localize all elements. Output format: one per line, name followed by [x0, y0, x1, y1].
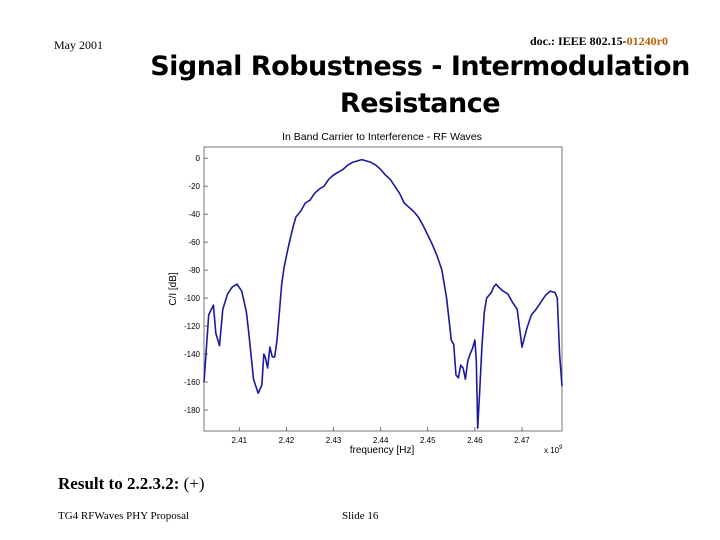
y-tick-label: -140 [184, 350, 201, 359]
x-tick-label: 2.42 [279, 436, 295, 445]
y-tick-label: -120 [184, 322, 201, 331]
y-tick-label: -180 [184, 406, 201, 415]
slide-title-line2: Resistance [339, 88, 501, 119]
x-axis-ticks: 2.41 2.42 2.43 2.44 2.45 2.46 2.47 [232, 427, 530, 445]
footer-slide-number: Slide 16 [342, 510, 379, 522]
header-date: May 2001 [54, 38, 103, 52]
slide-title-line1: Signal Robustness - Intermodulation [150, 51, 690, 82]
x-tick-label: 2.47 [514, 436, 530, 445]
y-axis-label: C/I [dB] [168, 272, 179, 306]
chart-title: In Band Carrier to Interference - RF Wav… [282, 131, 482, 143]
x-axis-label: frequency [Hz] [350, 445, 415, 456]
y-tick-label: -160 [184, 378, 201, 387]
doc-id-prefix: doc.: IEEE 802.15- [529, 34, 627, 48]
series-line [203, 158, 563, 429]
y-tick-label: -80 [188, 266, 200, 275]
result-statement: Result to 2.2.3.2: (+) [58, 474, 205, 494]
y-tick-label: -100 [184, 294, 201, 303]
y-axis-ticks: 0 -20 -40 -60 -80 -100 -120 -140 -160 -180 [184, 154, 208, 415]
x-axis-multiplier: x 109 [544, 445, 563, 455]
footer-proposal: TG4 RFWaves PHY Proposal [58, 510, 190, 522]
x-tick-label: 2.45 [420, 436, 436, 445]
ci-chart: In Band Carrier to Interference - RF Wav… [168, 131, 563, 456]
result-label: Result to 2.2.3.2: [58, 474, 180, 493]
y-tick-label: -60 [188, 238, 200, 247]
x-tick-label: 2.41 [232, 436, 248, 445]
x-tick-label: 2.43 [326, 436, 342, 445]
y-tick-label: -20 [188, 182, 200, 191]
x-tick-label: 2.44 [373, 436, 389, 445]
y-tick-label: -40 [188, 210, 200, 219]
header-doc-id: doc.: IEEE 802.15-01240r0 [530, 34, 668, 49]
slide-title: Signal Robustness - Intermodulation Resi… [150, 48, 690, 122]
result-value: (+) [183, 474, 205, 493]
plot-area-frame [203, 146, 563, 432]
x-tick-label: 2.46 [467, 436, 483, 445]
y-tick-label: 0 [196, 154, 201, 163]
doc-id-revision: 01240r0 [626, 34, 668, 48]
